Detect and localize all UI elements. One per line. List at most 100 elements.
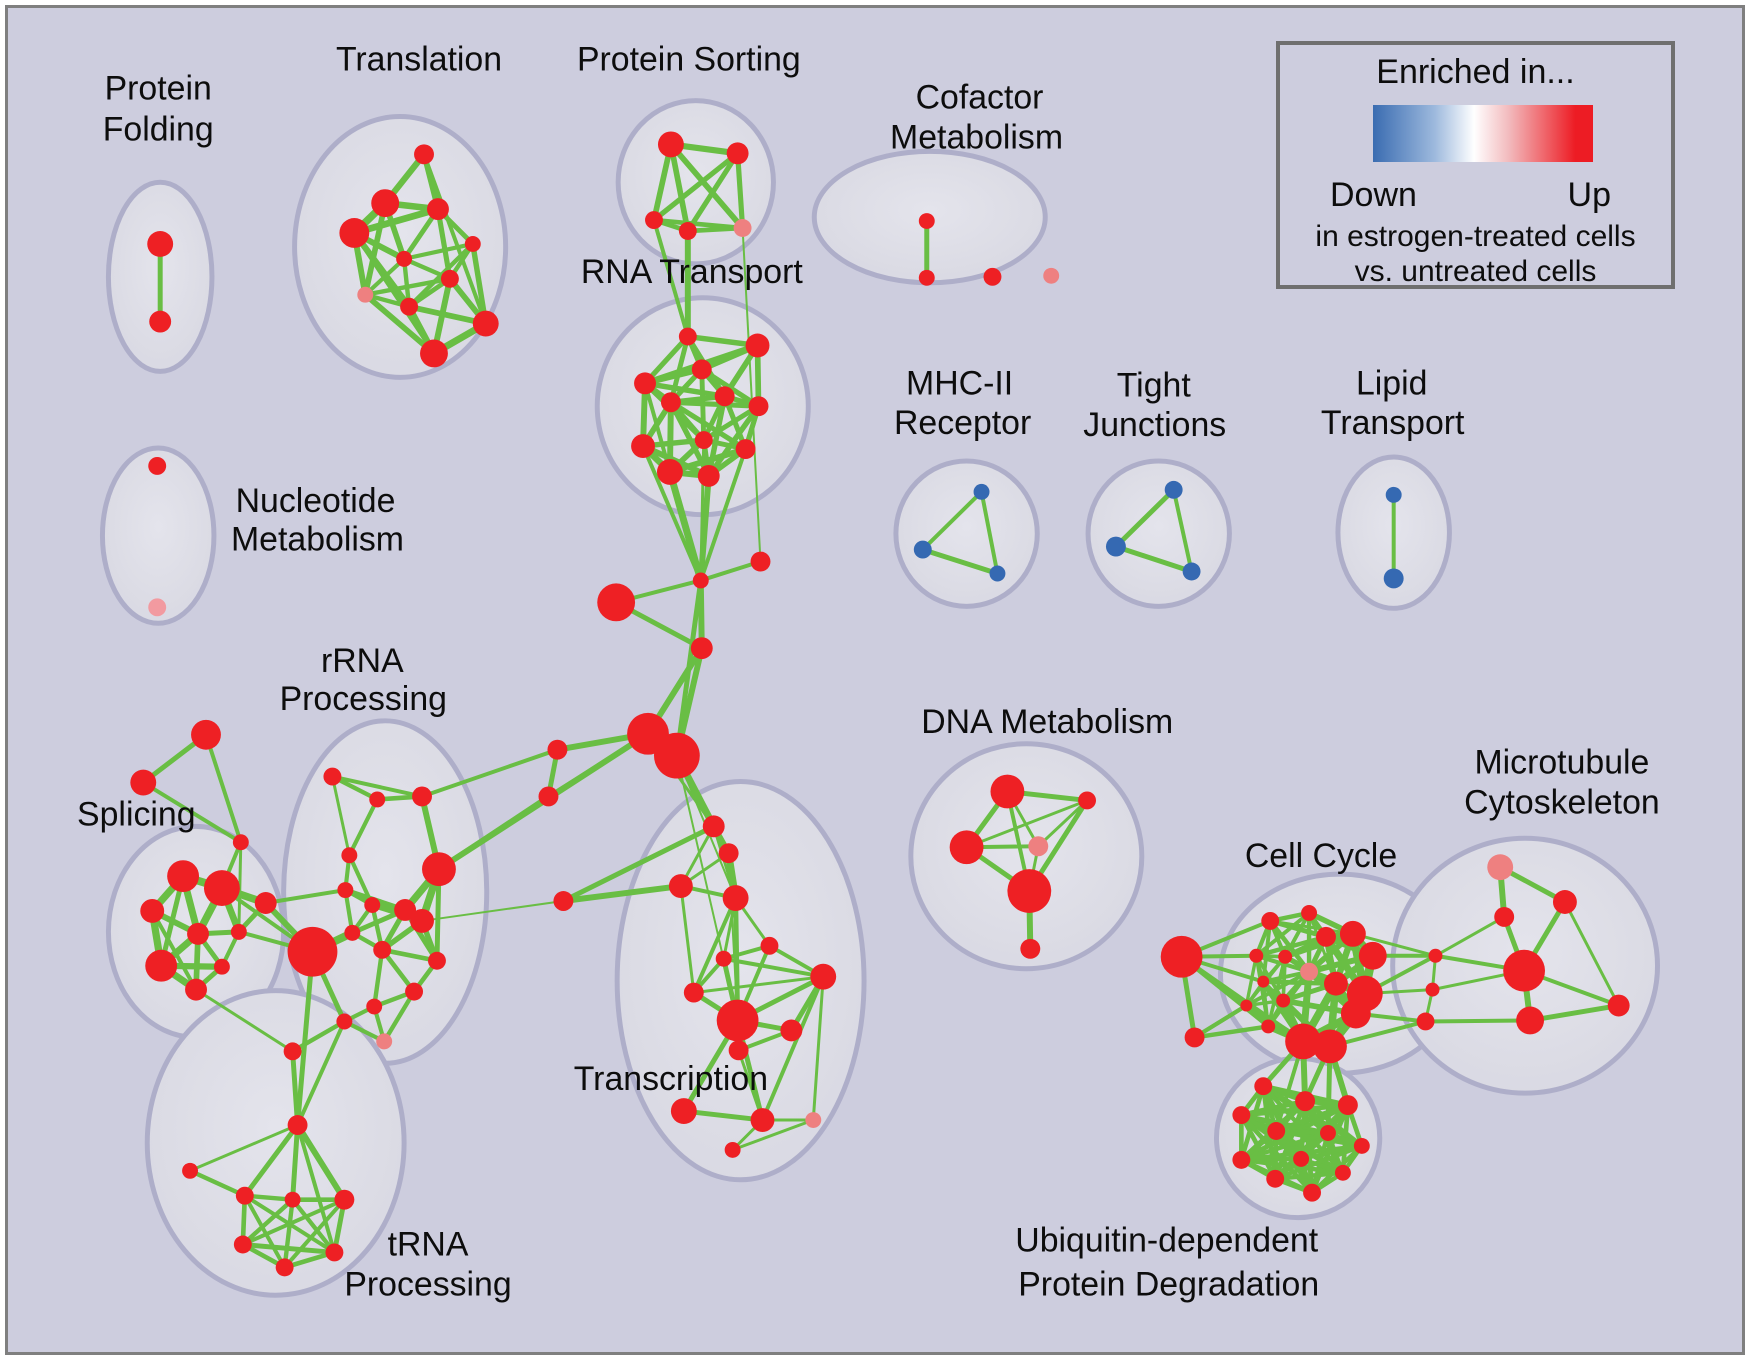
gene-set-node-sp5[interactable]: [230, 923, 247, 940]
gene-set-node-r6[interactable]: [714, 386, 735, 407]
gene-set-node-b4[interactable]: [690, 637, 713, 660]
gene-set-node-t5[interactable]: [464, 235, 481, 252]
gene-set-node-t10[interactable]: [472, 310, 499, 337]
gene-set-node-x14[interactable]: [805, 1112, 822, 1128]
gene-set-node-rr18[interactable]: [283, 1042, 302, 1061]
gene-set-node-ccL2[interactable]: [1184, 1027, 1205, 1048]
gene-set-node-mtc3[interactable]: [1416, 1012, 1435, 1031]
gene-set-node-x10[interactable]: [780, 1019, 803, 1042]
gene-set-node-k1[interactable]: [182, 1162, 199, 1179]
gene-set-node-u9[interactable]: [1353, 1137, 1370, 1154]
gene-set-node-d4[interactable]: [1028, 836, 1049, 857]
gene-set-node-b1[interactable]: [692, 572, 709, 589]
gene-set-node-rr2[interactable]: [369, 791, 386, 808]
gene-set-node-x6[interactable]: [715, 950, 732, 967]
gene-set-node-cc5[interactable]: [1316, 926, 1336, 947]
gene-set-node-s4[interactable]: [678, 222, 697, 240]
gene-set-node-u3[interactable]: [1337, 1095, 1358, 1116]
gene-set-node-cc4[interactable]: [1278, 949, 1293, 964]
gene-set-node-st2[interactable]: [130, 769, 157, 796]
gene-set-node-sp8[interactable]: [213, 958, 230, 975]
gene-set-node-r1[interactable]: [678, 327, 697, 346]
gene-set-node-x7[interactable]: [683, 982, 704, 1003]
gene-set-node-x1[interactable]: [702, 815, 725, 838]
gene-set-node-rr12[interactable]: [287, 926, 338, 977]
gene-set-node-rr1[interactable]: [323, 767, 342, 786]
gene-set-node-cc2[interactable]: [1301, 904, 1318, 921]
gene-set-node-cc11[interactable]: [1240, 999, 1253, 1012]
gene-set-node-r5[interactable]: [660, 392, 681, 413]
gene-set-node-c4[interactable]: [1043, 267, 1060, 284]
gene-set-node-r9[interactable]: [694, 431, 713, 450]
gene-set-node-b7[interactable]: [547, 739, 568, 760]
gene-set-node-r10[interactable]: [735, 439, 756, 459]
gene-set-node-u8[interactable]: [1293, 1150, 1310, 1167]
gene-set-node-c3[interactable]: [983, 267, 1002, 286]
gene-set-node-t7[interactable]: [440, 269, 459, 288]
gene-set-node-st1[interactable]: [191, 719, 221, 750]
gene-set-node-c1[interactable]: [918, 213, 935, 230]
gene-set-node-u11[interactable]: [1334, 1164, 1351, 1181]
gene-set-node-cc17[interactable]: [1313, 1029, 1347, 1064]
gene-set-node-r12[interactable]: [697, 464, 720, 487]
gene-set-node-m1[interactable]: [973, 483, 990, 500]
gene-set-node-r7[interactable]: [748, 396, 769, 417]
gene-set-node-x11[interactable]: [728, 1040, 749, 1061]
gene-set-node-g1[interactable]: [1164, 480, 1183, 499]
gene-set-node-cc8[interactable]: [1300, 962, 1319, 981]
gene-set-node-cc12[interactable]: [1323, 971, 1348, 996]
gene-set-node-rr15[interactable]: [366, 998, 383, 1015]
gene-set-node-cc10[interactable]: [1276, 993, 1291, 1008]
gene-set-node-rr13[interactable]: [427, 951, 446, 970]
gene-set-node-rr11[interactable]: [373, 940, 392, 959]
gene-set-node-u5[interactable]: [1267, 1122, 1286, 1140]
gene-set-node-t3[interactable]: [339, 218, 370, 248]
gene-set-node-b2[interactable]: [750, 551, 771, 572]
gene-set-node-pf2[interactable]: [149, 310, 172, 333]
gene-set-node-sp9[interactable]: [254, 892, 277, 914]
gene-set-node-rr17[interactable]: [376, 1033, 393, 1050]
gene-set-node-l2[interactable]: [1383, 568, 1404, 589]
gene-set-node-k4[interactable]: [334, 1189, 355, 1210]
gene-set-node-u1[interactable]: [1254, 1077, 1273, 1096]
gene-set-node-rr5[interactable]: [422, 852, 456, 887]
gene-set-node-x4[interactable]: [722, 885, 749, 911]
gene-set-node-cc16[interactable]: [1285, 1023, 1322, 1060]
gene-set-node-ccL1[interactable]: [1160, 935, 1203, 978]
gene-set-node-mtc1[interactable]: [1428, 948, 1443, 963]
gene-set-node-x2[interactable]: [718, 843, 739, 864]
gene-set-node-rr8[interactable]: [394, 899, 417, 921]
gene-set-node-sp7[interactable]: [185, 978, 207, 1001]
gene-set-node-s5[interactable]: [733, 219, 752, 237]
gene-set-node-sp2[interactable]: [203, 870, 240, 906]
gene-set-node-b8[interactable]: [538, 786, 559, 807]
gene-set-node-t2[interactable]: [371, 189, 400, 218]
gene-set-node-mt1[interactable]: [1487, 854, 1514, 881]
gene-set-node-t6[interactable]: [396, 250, 413, 267]
gene-set-node-mt5[interactable]: [1516, 1006, 1545, 1035]
gene-set-node-x13[interactable]: [750, 1108, 775, 1132]
gene-set-node-sp6[interactable]: [145, 949, 178, 982]
gene-set-node-k3[interactable]: [284, 1191, 301, 1208]
gene-set-node-k0[interactable]: [287, 1115, 308, 1135]
gene-set-node-b9[interactable]: [553, 891, 574, 911]
gene-set-node-t8[interactable]: [357, 286, 374, 303]
gene-set-node-rr6[interactable]: [337, 882, 354, 899]
gene-set-node-n1[interactable]: [148, 456, 167, 475]
gene-set-node-b6[interactable]: [653, 732, 700, 779]
gene-set-node-mtc2[interactable]: [1425, 982, 1440, 997]
gene-set-node-k6[interactable]: [325, 1243, 344, 1262]
gene-set-node-t4[interactable]: [427, 198, 449, 221]
gene-set-node-k7[interactable]: [275, 1258, 294, 1277]
gene-set-node-d2[interactable]: [1078, 791, 1097, 810]
gene-set-node-t1[interactable]: [414, 144, 434, 165]
gene-set-node-cc15[interactable]: [1261, 1019, 1276, 1034]
gene-set-node-cc7[interactable]: [1358, 941, 1387, 970]
gene-set-node-rr14[interactable]: [405, 982, 424, 1001]
gene-set-node-g3[interactable]: [1182, 562, 1201, 581]
gene-set-node-c2[interactable]: [918, 269, 935, 286]
gene-set-node-u10[interactable]: [1266, 1169, 1285, 1188]
gene-set-node-r8[interactable]: [631, 434, 655, 458]
gene-set-node-cc6[interactable]: [1339, 920, 1366, 947]
gene-set-node-mt3[interactable]: [1494, 906, 1515, 927]
